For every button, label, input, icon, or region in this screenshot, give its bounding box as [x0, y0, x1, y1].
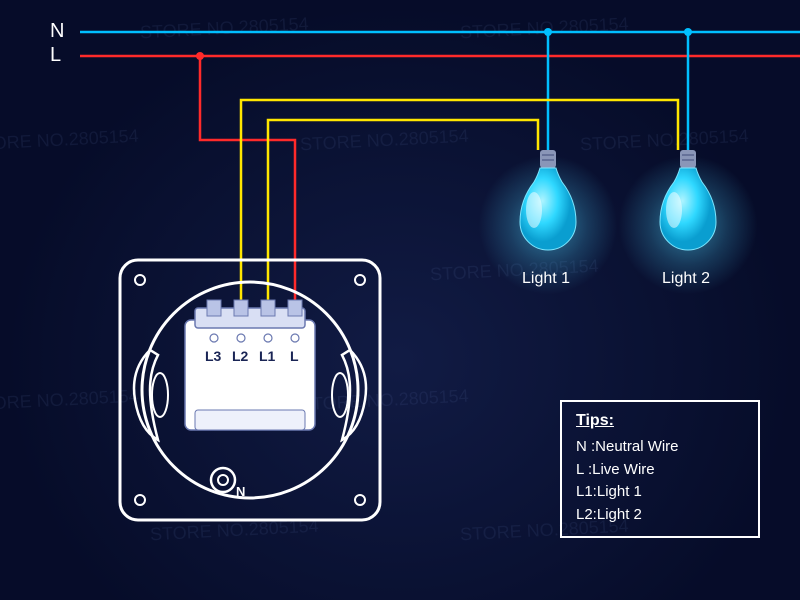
wire-l2-to-light2	[241, 100, 678, 305]
neutral-label: N	[50, 20, 64, 43]
tips-title: Tips:	[576, 412, 744, 430]
light2-label: Light 2	[662, 270, 710, 288]
terminal-l1: L1	[259, 348, 275, 364]
tips-line-2: L :Live Wire	[576, 459, 744, 482]
light-bulb-2	[660, 150, 716, 250]
ground-terminal	[211, 468, 235, 492]
terminal-l2: L2	[232, 348, 248, 364]
tips-line-3: L1:Light 1	[576, 481, 744, 504]
terminal-l: L	[290, 348, 299, 364]
light-bulb-1	[520, 150, 576, 250]
light1-label: Light 1	[522, 270, 570, 288]
live-label: L	[50, 44, 61, 67]
tips-line-1: N :Neutral Wire	[576, 436, 744, 459]
wire-l1-to-light1	[268, 120, 538, 305]
terminal-l3: L3	[205, 348, 221, 364]
tips-box: Tips: N :Neutral Wire L :Live Wire L1:Li…	[560, 400, 760, 538]
ground-label: N	[236, 484, 245, 499]
wire-l-to-switch	[200, 56, 295, 305]
tips-line-4: L2:Light 2	[576, 504, 744, 527]
